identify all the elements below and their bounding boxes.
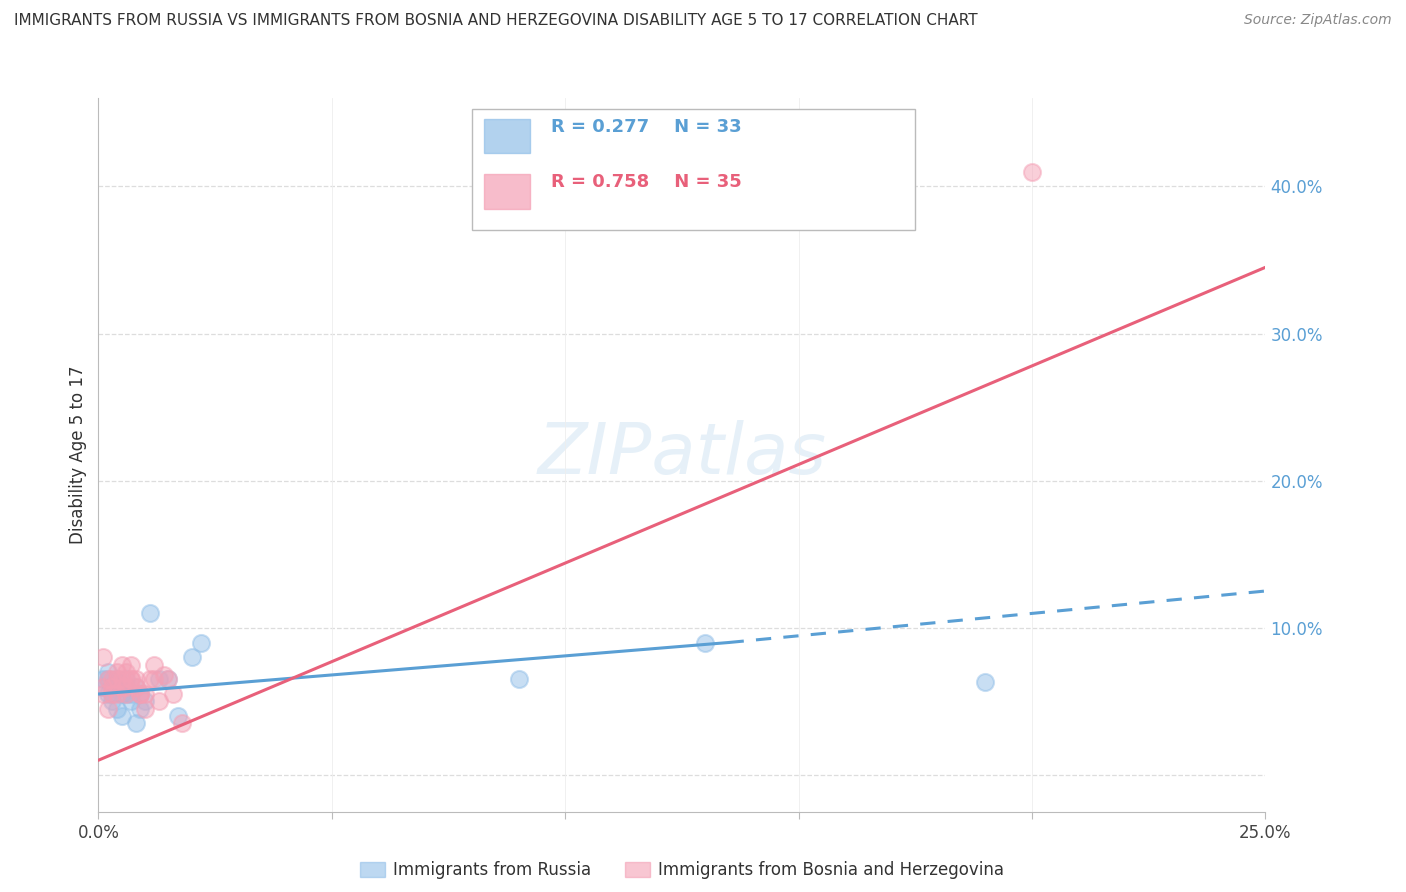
Point xyxy=(125,716,148,731)
Point xyxy=(101,680,124,694)
Point xyxy=(152,668,174,682)
Point xyxy=(101,694,124,708)
Point xyxy=(139,606,162,620)
Point xyxy=(105,665,128,679)
Point xyxy=(101,680,124,694)
Point xyxy=(125,673,148,687)
Point xyxy=(120,657,142,672)
Point xyxy=(157,673,180,687)
Point xyxy=(129,687,152,701)
Point xyxy=(695,635,717,649)
Point xyxy=(105,673,128,687)
Point xyxy=(101,687,124,701)
Point xyxy=(91,680,114,694)
Point xyxy=(115,687,138,701)
Point xyxy=(101,673,124,687)
Point xyxy=(129,702,152,716)
Point xyxy=(115,673,138,687)
Point xyxy=(508,673,530,687)
Text: R = 0.277    N = 33: R = 0.277 N = 33 xyxy=(551,118,742,136)
Point xyxy=(120,687,142,701)
Point xyxy=(180,650,202,665)
Point xyxy=(97,702,120,716)
Point xyxy=(148,694,170,708)
Point xyxy=(190,635,212,649)
Point xyxy=(111,687,134,701)
Y-axis label: Disability Age 5 to 17: Disability Age 5 to 17 xyxy=(69,366,87,544)
Point xyxy=(91,680,114,694)
Point xyxy=(120,694,142,708)
Point xyxy=(105,680,128,694)
Text: IMMIGRANTS FROM RUSSIA VS IMMIGRANTS FROM BOSNIA AND HERZEGOVINA DISABILITY AGE : IMMIGRANTS FROM RUSSIA VS IMMIGRANTS FRO… xyxy=(14,13,977,29)
Point xyxy=(91,673,114,687)
Point xyxy=(172,716,194,731)
Point xyxy=(105,687,128,701)
Point xyxy=(91,687,114,701)
Text: ZIPatlas: ZIPatlas xyxy=(537,420,827,490)
Point xyxy=(91,650,114,665)
Point xyxy=(115,665,138,679)
Point xyxy=(134,687,156,701)
Point xyxy=(974,675,997,690)
Point xyxy=(157,673,180,687)
Point xyxy=(111,673,134,687)
FancyBboxPatch shape xyxy=(472,109,915,230)
Point xyxy=(162,687,184,701)
Point xyxy=(134,694,156,708)
Point xyxy=(111,709,134,723)
FancyBboxPatch shape xyxy=(484,119,530,153)
Point xyxy=(148,673,170,687)
Point xyxy=(134,702,156,716)
Point xyxy=(125,680,148,694)
Point xyxy=(139,673,162,687)
Point xyxy=(105,673,128,687)
Point xyxy=(129,687,152,701)
Point xyxy=(101,687,124,701)
Point xyxy=(97,687,120,701)
Point xyxy=(115,687,138,701)
Point xyxy=(97,673,120,687)
Point xyxy=(143,657,166,672)
Point xyxy=(115,680,138,694)
Point xyxy=(111,680,134,694)
Point xyxy=(120,673,142,687)
Point xyxy=(129,687,152,701)
Text: R = 0.758    N = 35: R = 0.758 N = 35 xyxy=(551,173,742,191)
Point xyxy=(111,657,134,672)
Point xyxy=(97,673,120,687)
Point xyxy=(166,709,188,723)
Point xyxy=(105,702,128,716)
Legend: Immigrants from Russia, Immigrants from Bosnia and Herzegovina: Immigrants from Russia, Immigrants from … xyxy=(353,855,1011,886)
Point xyxy=(125,680,148,694)
Text: Source: ZipAtlas.com: Source: ZipAtlas.com xyxy=(1244,13,1392,28)
FancyBboxPatch shape xyxy=(484,175,530,209)
Point xyxy=(120,673,142,687)
Point xyxy=(111,680,134,694)
Point xyxy=(1021,164,1043,178)
Point xyxy=(97,665,120,679)
Point xyxy=(115,680,138,694)
Point xyxy=(143,673,166,687)
